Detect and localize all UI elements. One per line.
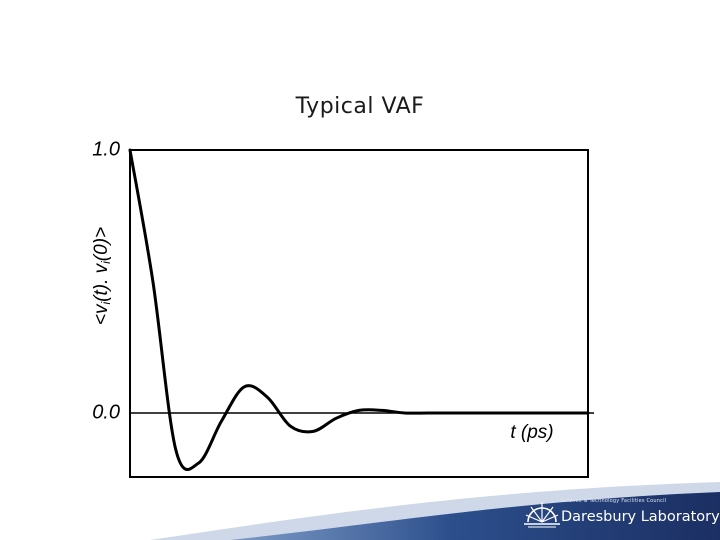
ylabel-pre: <v [91, 303, 112, 325]
footer-swoosh-dark [230, 492, 720, 540]
x-axis-label: t (ps) [510, 422, 553, 443]
ylabel-mid: (t). v [91, 262, 112, 301]
sun-rays-logo-icon [524, 502, 560, 528]
council-text: Science & Technology Facilities Council [561, 498, 667, 504]
ylabel-post: (0)> [91, 227, 112, 261]
ytick-label-zero: 0.0 [92, 401, 120, 423]
ytick-label-max: 1.0 [92, 138, 120, 160]
chart-title: Typical VAF [295, 94, 425, 119]
footer-banner [150, 482, 720, 540]
vaf-series-line [128, 148, 590, 472]
ylabel-sub-1: i [99, 302, 113, 305]
ylabel-sub-2: i [99, 261, 113, 264]
lab-name: Daresbury Laboratory [561, 509, 720, 525]
plot-frame [129, 149, 589, 478]
y-axis-label: <vi(t). vi(0)> [91, 227, 113, 325]
